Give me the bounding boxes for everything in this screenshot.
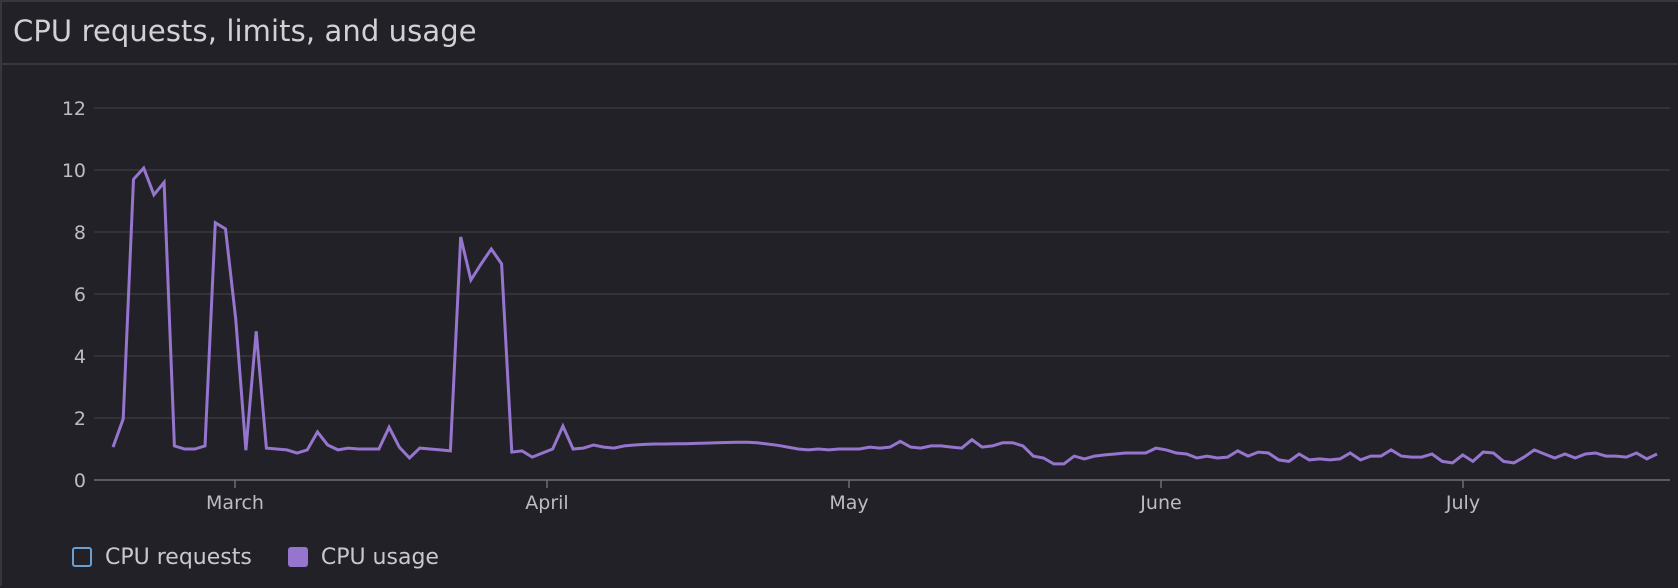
y-tick-label: 8 bbox=[74, 222, 86, 244]
panel-header: CPU requests, limits, and usage bbox=[2, 2, 1678, 65]
y-grid bbox=[94, 107, 1670, 419]
x-tick-label: April bbox=[525, 492, 568, 514]
x-tick-label: May bbox=[829, 492, 868, 514]
y-tick-label: 2 bbox=[74, 408, 86, 430]
y-tick-label: 4 bbox=[74, 346, 86, 368]
cpu-usage-line[interactable] bbox=[111, 165, 1658, 466]
y-tick-label: 6 bbox=[74, 284, 86, 306]
x-tick-label: July bbox=[1445, 492, 1480, 514]
x-tick-label: March bbox=[206, 492, 264, 514]
legend-item-cpu-requests[interactable]: CPU requests bbox=[72, 545, 252, 570]
y-tick-label: 12 bbox=[62, 98, 86, 120]
y-tick-label: 0 bbox=[74, 470, 86, 492]
cpu-requests-swatch-icon bbox=[72, 547, 92, 567]
legend-label-cpu-usage: CPU usage bbox=[320, 544, 439, 570]
legend-item-cpu-usage[interactable]: CPU usage bbox=[287, 544, 439, 570]
y-tick-label: 10 bbox=[62, 160, 86, 182]
y-axis-ticks: 0 2 4 6 8 10 12 bbox=[62, 98, 86, 492]
x-tick-label: June bbox=[1139, 492, 1181, 514]
panel-title: CPU requests, limits, and usage bbox=[13, 14, 477, 48]
cpu-usage-swatch-icon bbox=[287, 547, 308, 567]
legend: CPU requests CPU usage bbox=[72, 542, 475, 572]
legend-label-cpu-requests: CPU requests bbox=[105, 544, 252, 570]
x-axis: March April May June July bbox=[94, 479, 1670, 514]
